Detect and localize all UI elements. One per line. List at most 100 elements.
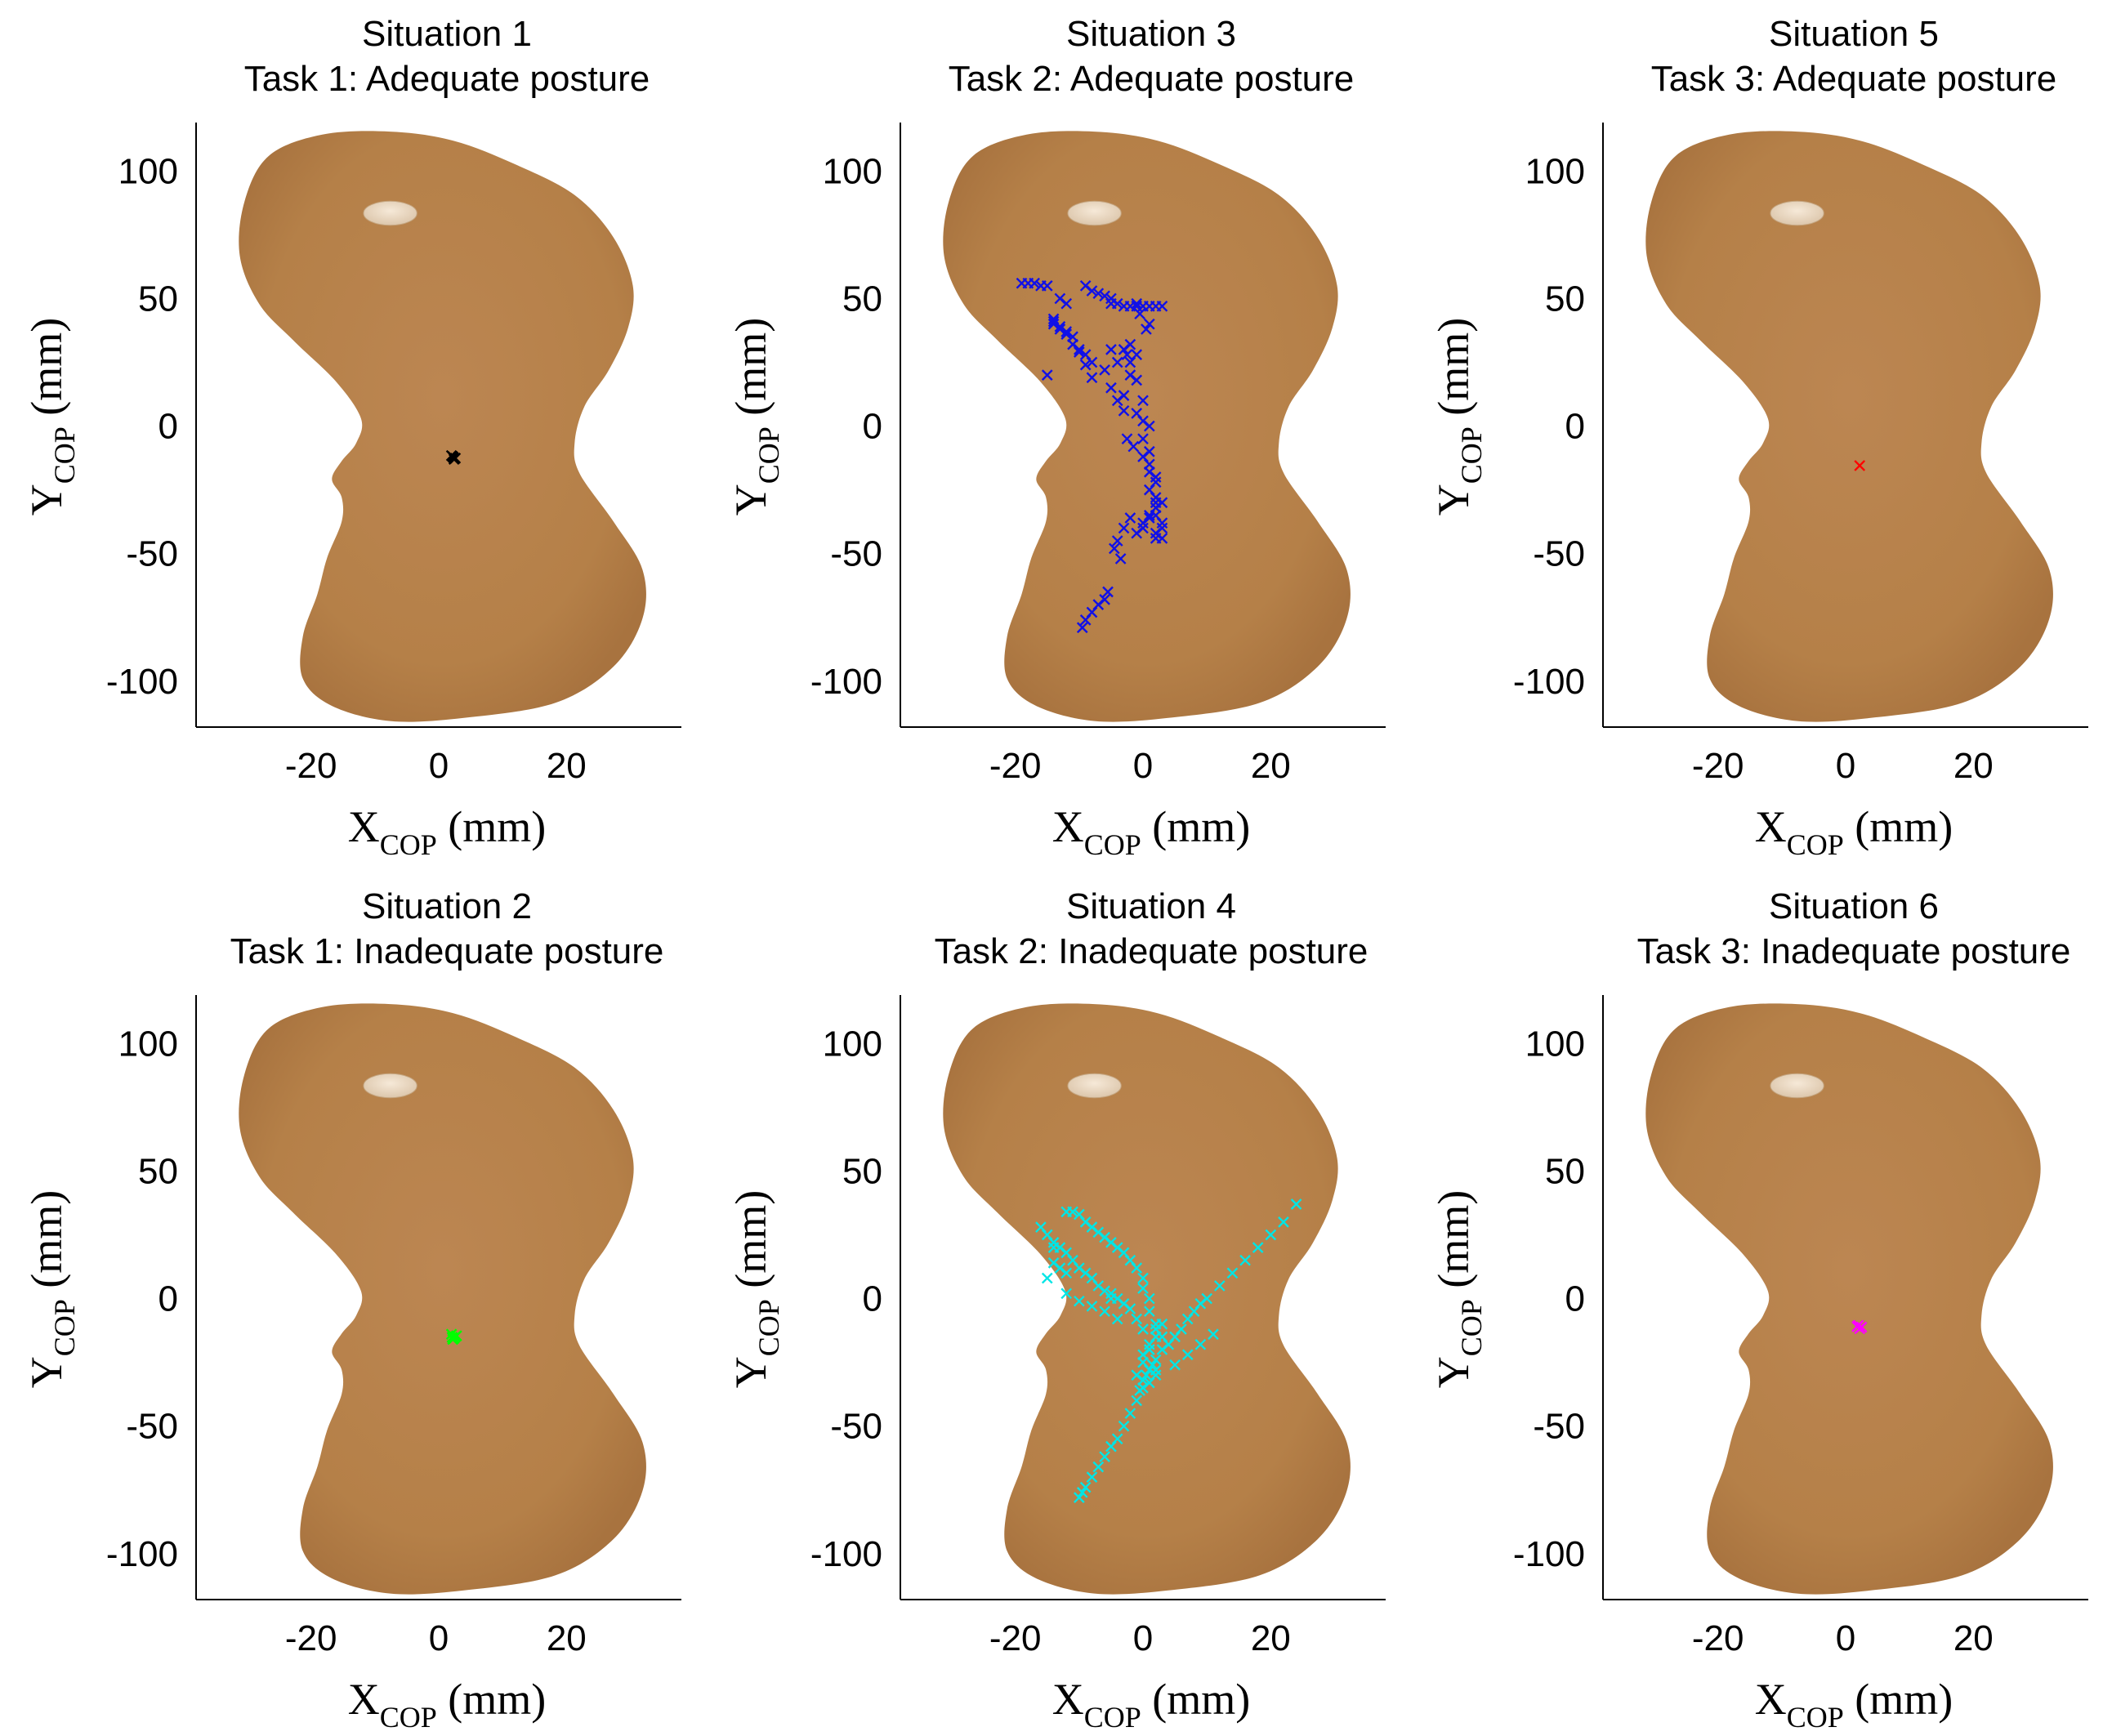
y-tick-label: -100 bbox=[1513, 1534, 1585, 1574]
data-point bbox=[1150, 476, 1162, 489]
y-tick-label: 50 bbox=[842, 279, 882, 319]
data-point bbox=[1076, 622, 1088, 634]
data-point bbox=[1079, 359, 1092, 371]
x-tick-label: 0 bbox=[1836, 1618, 1855, 1658]
data-point bbox=[1060, 297, 1073, 310]
data-point bbox=[1079, 1481, 1092, 1493]
insole-image bbox=[943, 131, 1351, 721]
data-point bbox=[1143, 318, 1155, 330]
y-tick-label: 100 bbox=[823, 151, 882, 191]
data-point bbox=[1150, 509, 1162, 521]
data-point bbox=[1029, 277, 1040, 289]
data-point bbox=[1290, 1198, 1302, 1210]
y-tick-label: -100 bbox=[810, 1534, 882, 1574]
y-axis-label: YCOP (mm) bbox=[726, 318, 785, 516]
data-point bbox=[1076, 1487, 1088, 1498]
data-point bbox=[1137, 1349, 1149, 1361]
data-point bbox=[1854, 460, 1866, 471]
data-point bbox=[1278, 1216, 1289, 1228]
data-point bbox=[1131, 1395, 1143, 1407]
data-point bbox=[1099, 1305, 1110, 1318]
insole-image bbox=[943, 1003, 1351, 1594]
data-point bbox=[1131, 374, 1143, 386]
data-point bbox=[1099, 1451, 1110, 1462]
x-tick-label: 20 bbox=[1251, 1618, 1291, 1658]
data-point bbox=[1146, 1359, 1159, 1371]
x-axis-label: XCOP (mm) bbox=[1052, 802, 1251, 861]
data-point bbox=[1099, 594, 1110, 605]
data-point bbox=[1194, 1338, 1207, 1350]
y-tick-label: 100 bbox=[118, 1024, 178, 1064]
y-tick-label: -50 bbox=[830, 534, 882, 574]
data-point bbox=[1067, 331, 1078, 343]
x-tick-label: 0 bbox=[1836, 746, 1855, 786]
data-point bbox=[1073, 1295, 1085, 1307]
y-tick-label: 0 bbox=[159, 1279, 178, 1319]
data-point bbox=[1252, 1242, 1264, 1253]
data-point bbox=[1137, 451, 1149, 462]
x-axis-label: XCOP (mm) bbox=[348, 802, 547, 861]
data-point bbox=[1099, 364, 1110, 376]
data-point bbox=[1143, 1338, 1155, 1350]
chart-title: Situation 1 bbox=[362, 14, 532, 54]
y-axis-label: YCOP (mm) bbox=[1429, 1190, 1488, 1389]
data-point bbox=[1137, 1283, 1149, 1294]
data-point bbox=[1176, 1323, 1187, 1335]
x-tick-label: -20 bbox=[989, 1618, 1042, 1658]
x-tick-label: 0 bbox=[1133, 1618, 1153, 1658]
data-point bbox=[1137, 1374, 1149, 1386]
data-point bbox=[1118, 522, 1130, 534]
data-point bbox=[1137, 433, 1149, 445]
y-tick-label: 50 bbox=[138, 279, 178, 319]
y-tick-label: -100 bbox=[810, 662, 882, 702]
chart-title: Situation 4 bbox=[1066, 886, 1236, 926]
data-point bbox=[1131, 297, 1143, 310]
data-point bbox=[1137, 1323, 1149, 1335]
data-point bbox=[1150, 1354, 1162, 1366]
data-point bbox=[1105, 1440, 1117, 1453]
data-point bbox=[1851, 1321, 1863, 1332]
x-axis-label: XCOP (mm) bbox=[1755, 1675, 1953, 1734]
data-point bbox=[1092, 288, 1105, 300]
y-tick-label: 50 bbox=[1545, 279, 1585, 319]
y-tick-label: 50 bbox=[842, 1151, 882, 1191]
data-point bbox=[1226, 1267, 1239, 1279]
data-point bbox=[1124, 1303, 1136, 1314]
chart-subtitle: Task 3: Inadequate posture bbox=[1637, 931, 2071, 971]
y-tick-label: 0 bbox=[1565, 1279, 1585, 1319]
data-point bbox=[1086, 1471, 1098, 1483]
y-tick-label: 50 bbox=[1545, 1151, 1585, 1191]
data-point bbox=[1134, 1385, 1145, 1396]
data-point bbox=[1239, 1254, 1251, 1266]
data-point bbox=[1102, 586, 1114, 598]
x-tick-label: 0 bbox=[429, 746, 449, 786]
x-tick-label: 20 bbox=[1953, 1618, 1994, 1658]
y-tick-label: -100 bbox=[106, 1534, 178, 1574]
data-point bbox=[1208, 1328, 1219, 1341]
data-point bbox=[448, 452, 459, 463]
panel-4: 100 50 0 -50 -100 -20 0 20 Situation 2 Task 1: In… bbox=[22, 886, 681, 1734]
data-point bbox=[1156, 1318, 1168, 1330]
y-tick-label: -50 bbox=[1533, 534, 1585, 574]
y-tick-label: -100 bbox=[106, 662, 178, 702]
data-point bbox=[1131, 1313, 1143, 1325]
data-point bbox=[1105, 1292, 1117, 1305]
x-tick-label: -20 bbox=[285, 746, 337, 786]
insole-image bbox=[239, 1003, 646, 1594]
data-point bbox=[1086, 372, 1098, 384]
data-point bbox=[1201, 1292, 1213, 1305]
data-point bbox=[1105, 344, 1117, 355]
data-point bbox=[1156, 497, 1168, 509]
y-tick-label: -50 bbox=[126, 1407, 178, 1447]
data-point bbox=[1141, 324, 1152, 335]
sensor-disc bbox=[364, 1073, 417, 1098]
y-tick-label: 100 bbox=[1525, 151, 1585, 191]
y-tick-label: 50 bbox=[138, 1151, 178, 1191]
data-point bbox=[1111, 535, 1123, 547]
chart-subtitle: Task 1: Adequate posture bbox=[244, 59, 650, 99]
sensor-disc bbox=[364, 201, 417, 225]
data-point bbox=[1041, 1272, 1053, 1284]
chart-title: Situation 3 bbox=[1066, 14, 1236, 54]
data-point bbox=[1181, 1349, 1194, 1361]
